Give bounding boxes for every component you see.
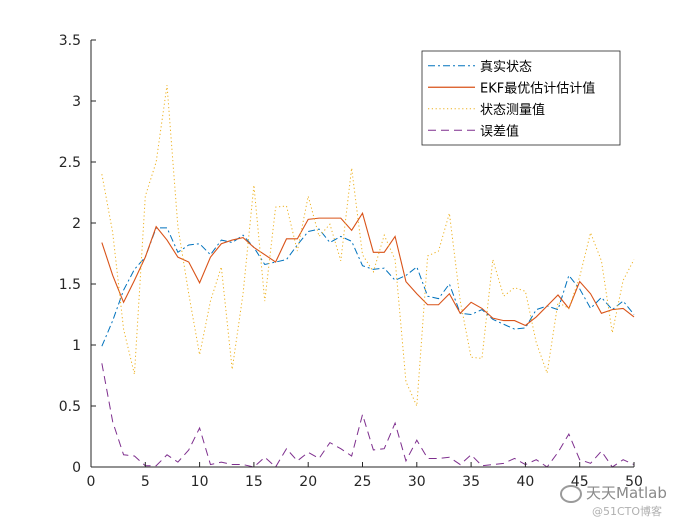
- y-tick-label: 3.5: [59, 33, 81, 49]
- legend-box: [421, 50, 621, 146]
- legend-label-4: 误差值: [480, 123, 519, 139]
- watermark-site-text: @51CTO博客: [592, 505, 663, 518]
- x-tick-label: 35: [462, 474, 480, 490]
- watermark-wechat-name: 天天Matlab: [586, 484, 667, 502]
- watermark-wechat: 天天Matlab: [560, 482, 667, 503]
- y-tick-label: 1: [72, 338, 81, 354]
- x-tick-label: 0: [87, 474, 96, 490]
- y-tick-label: 0.5: [59, 399, 81, 415]
- watermark-site: @51CTO博客: [592, 503, 662, 519]
- legend-label-2: EKF最优估计估计值: [480, 80, 595, 96]
- series-line-1: [101, 227, 635, 347]
- wechat-icon: [560, 484, 582, 503]
- y-tick-label: 3: [72, 94, 81, 110]
- y-tick-label: 2.5: [59, 155, 81, 171]
- x-tick-label: 40: [516, 474, 534, 490]
- series-line-4: [101, 363, 635, 468]
- y-tick-label: 1.5: [59, 277, 81, 293]
- y-tick-label: 0: [72, 460, 81, 476]
- series-line-2: [101, 211, 635, 327]
- x-tick-label: 5: [141, 474, 150, 490]
- legend-label-3: 状态测量值: [480, 102, 545, 118]
- x-tick-label: 20: [299, 474, 317, 490]
- x-tick-label: 10: [191, 474, 209, 490]
- x-tick-label: 30: [408, 474, 426, 490]
- y-tick-label: 2: [72, 216, 81, 232]
- series-line-3: [101, 85, 635, 407]
- legend-label-1: 真实状态: [480, 60, 532, 75]
- plot-area: [101, 85, 635, 468]
- x-tick-label: 15: [245, 474, 263, 490]
- x-tick-label: 50: [625, 474, 643, 490]
- x-tick-label: 25: [354, 474, 372, 490]
